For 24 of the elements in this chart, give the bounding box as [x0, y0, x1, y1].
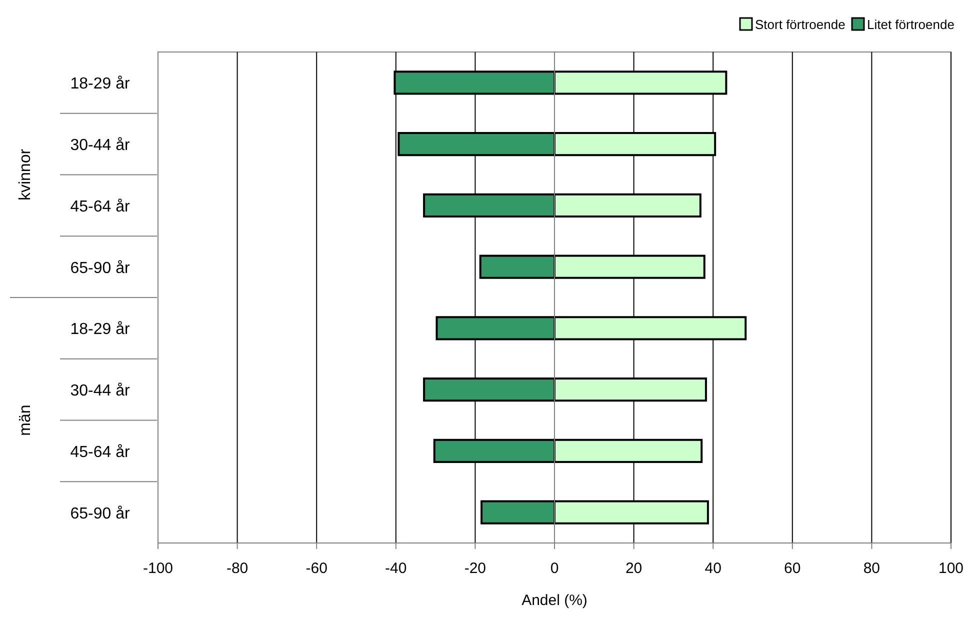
x-tick-label: -80: [226, 560, 248, 577]
y-tick-label: 65-90 år: [70, 505, 130, 522]
y-tick-label: 65-90 år: [70, 260, 130, 277]
x-tick-label: -20: [464, 560, 486, 577]
y-tick-label: 45-64 år: [70, 444, 130, 461]
x-tick-label: 40: [704, 560, 722, 577]
y-tick-label: 45-64 år: [70, 198, 130, 216]
x-tick-label: -40: [385, 560, 407, 577]
x-axis-title: Andel (%): [522, 592, 588, 609]
x-tick-label: 60: [784, 560, 801, 577]
text: män: [17, 404, 34, 436]
text: kvinnor: [17, 148, 34, 201]
x-tick-label: 80: [863, 560, 880, 577]
y-tick-label: 18-29 år: [70, 76, 130, 93]
legend-label: Litet förtroende: [867, 17, 954, 32]
legend-label: Stort förtroende: [755, 17, 846, 32]
x-tick-label: 20: [625, 560, 642, 577]
x-tick-label: -60: [306, 560, 328, 577]
y-tick-label: 18-29 år: [70, 321, 130, 338]
x-tick-label: -100: [142, 560, 174, 577]
x-tick-label: 0: [550, 560, 559, 577]
y-tick-label: 30-44 år: [70, 137, 130, 154]
x-tick-label: 100: [938, 560, 964, 577]
y-tick-label: 30-44 år: [70, 382, 130, 400]
